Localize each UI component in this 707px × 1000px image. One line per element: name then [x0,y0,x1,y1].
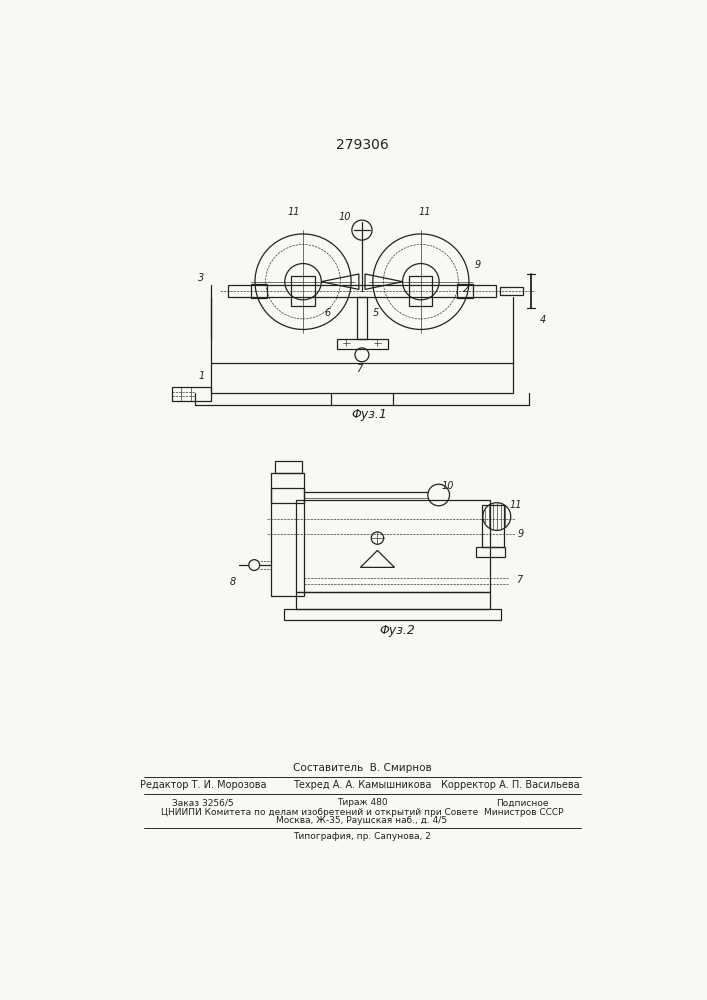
Text: 7: 7 [516,575,522,585]
Bar [251,284,267,298]
Bar [296,592,490,609]
Text: Заказ 3256/5: Заказ 3256/5 [173,798,234,807]
Bar [482,505,504,547]
Bar [500,287,523,295]
Text: Тираж 480: Тираж 480 [337,798,387,807]
Text: 9: 9 [518,529,524,539]
Bar [409,276,433,306]
Text: 6: 6 [324,308,330,318]
Text: 3: 3 [199,273,204,283]
Text: 10: 10 [442,481,454,491]
Text: 4: 4 [539,315,546,325]
Bar [271,488,304,596]
Text: Москва, Ж-35, Раушская наб., д. 4/5: Москва, Ж-35, Раушская наб., д. 4/5 [276,816,448,825]
Text: ЦНИИПИ Комитета по делам изобретений и открытий при Совете  Министров СССР: ЦНИИПИ Комитета по делам изобретений и о… [160,808,563,817]
Text: Φуз.2: Φуз.2 [379,624,415,637]
Text: Корректор А. П. Васильева: Корректор А. П. Васильева [441,780,580,790]
Bar [228,285,496,297]
Text: Φуз.1: Φуз.1 [352,408,387,421]
Text: Типография, пр. Сапунова, 2: Типография, пр. Сапунова, 2 [293,832,431,841]
Bar [476,547,506,557]
Text: Подписное: Подписное [496,798,549,807]
Text: 5: 5 [373,308,379,318]
Bar [457,284,473,298]
Text: Составитель  В. Смирнов: Составитель В. Смирнов [293,763,431,773]
Text: Редактор Т. И. Морозова: Редактор Т. И. Морозова [140,780,267,790]
Text: 279306: 279306 [336,138,388,152]
Text: Техред А. А. Камышникова: Техред А. А. Камышникова [293,780,431,790]
Text: 1: 1 [199,371,204,381]
Bar [271,473,304,503]
Bar [275,461,301,473]
Text: 9: 9 [474,260,481,270]
Text: 7: 7 [356,364,363,374]
Bar [284,609,501,620]
Text: 8: 8 [229,577,235,587]
Bar [337,339,387,349]
Bar [291,276,315,306]
Text: 11: 11 [419,207,431,217]
Text: 11: 11 [510,500,522,510]
Text: 11: 11 [288,207,300,217]
Bar [356,297,368,339]
Text: 10: 10 [339,212,351,222]
Bar [296,500,490,592]
Text: 2: 2 [462,284,469,294]
Bar [172,387,211,401]
